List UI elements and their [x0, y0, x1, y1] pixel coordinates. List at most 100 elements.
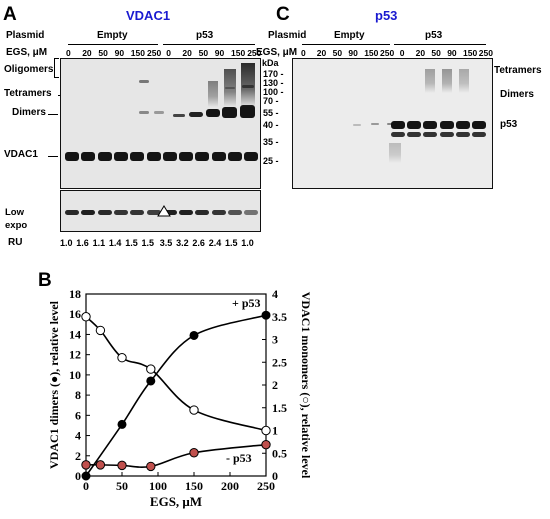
panel-a-plasmid-label: Plasmid [6, 30, 45, 41]
ru-value: 1.6 [76, 238, 89, 248]
low-expo-band [113, 210, 128, 215]
monomer-point [81, 312, 91, 322]
ru-value: 1.5 [141, 238, 155, 248]
lane-label: 20 [316, 48, 327, 58]
p53-lower-band [439, 132, 454, 137]
x-tick-label: 150 [185, 479, 203, 493]
lane-label: 90 [348, 48, 358, 58]
plus-p53-point [81, 471, 91, 481]
y-right-tick-label: 1 [272, 424, 278, 438]
kda-label: kDa [262, 58, 279, 68]
low-expo-band [195, 210, 210, 215]
y-left-tick-label: 10 [69, 368, 81, 382]
p53-band [391, 121, 405, 129]
ru-value: 1.1 [92, 238, 106, 248]
low-expo-band [179, 210, 194, 215]
vdac1-band [195, 152, 210, 161]
y-left-tick-label: 18 [69, 287, 81, 301]
vdac1-band [81, 152, 96, 161]
p53-lower-band [391, 132, 405, 137]
tetramer-smear [459, 69, 469, 93]
p53-band [423, 121, 438, 129]
panel-c-blot [292, 58, 493, 189]
low-expo-band [211, 210, 226, 215]
plus-p53-annotation: + p53 [232, 296, 261, 310]
dimer-band [206, 109, 220, 117]
ru-value: 2.6 [192, 238, 205, 248]
x-tick-label: 100 [149, 479, 167, 493]
lane-label: 90 [114, 48, 125, 58]
panel-c-egs-label: EGS, μM [256, 47, 298, 58]
p53-lower-band [407, 132, 422, 137]
p53-band [455, 121, 470, 129]
minus-p53-point [117, 460, 127, 471]
lane-label: 250 [147, 48, 162, 58]
label-dimers: Dimers [12, 107, 46, 118]
y-left-tick-label: 2 [75, 449, 81, 463]
lane-label: 50 [332, 48, 343, 58]
low-expo-band [130, 210, 145, 215]
label-vdac1: VDAC1 [4, 149, 38, 160]
oligomers-bracket [54, 58, 59, 78]
mw-marker-label: 25 - [263, 156, 279, 166]
y-right-axis-label: VDAC1 monomers (○), relative level [299, 292, 313, 479]
plus-p53-point [189, 330, 199, 340]
minus-p53-annotation: - p53 [226, 451, 252, 465]
low-expo-band [244, 210, 259, 215]
panel-a-empty-bar [68, 44, 158, 46]
label-c-dimers: Dimers [500, 89, 534, 100]
low-expo-band [162, 210, 177, 215]
ru-value: 1.0 [241, 238, 254, 248]
panel-c-group-empty: Empty [334, 30, 365, 41]
p53-band [439, 121, 454, 129]
p53-lower-band [472, 132, 486, 137]
lane-label: 0 [399, 48, 405, 58]
lane-label: 90 [214, 48, 225, 58]
x-tick-label: 250 [257, 479, 275, 493]
y-right-tick-label: 2 [272, 378, 278, 392]
y-left-tick-label: 12 [69, 348, 81, 362]
dimer-band [173, 114, 185, 117]
tetramer-smear [442, 69, 452, 93]
y-right-tick-label: 3 [272, 333, 278, 347]
lane-label: 50 [98, 48, 108, 58]
label-c-p53: p53 [500, 119, 518, 130]
tetramer-smear [425, 69, 435, 93]
ru-label: RU [8, 237, 23, 248]
mw-marker-label: 100 - [263, 87, 284, 97]
label-low-expo: Low expo [5, 207, 28, 231]
monomer-point [117, 353, 127, 363]
ru-value: 2.4 [208, 238, 222, 248]
lane-label: 0 [166, 48, 171, 58]
tetramer-band [225, 87, 235, 89]
degradation-smear [389, 143, 401, 163]
vdac1-tick [48, 156, 58, 158]
p53-lower-band [423, 132, 438, 137]
dimer-band [189, 112, 203, 117]
panel-a-p53-bar [163, 44, 255, 46]
monomer-point [189, 405, 199, 415]
p53-band [472, 121, 486, 129]
lane-label: 150 [130, 48, 145, 58]
minus-p53-point [261, 439, 271, 450]
low-expo-band [146, 210, 161, 215]
monomer-curve [85, 316, 267, 432]
y-left-tick-label: 0 [75, 469, 81, 483]
label-c-tetramers: Tetramers [494, 65, 542, 76]
x-tick-label: 50 [116, 479, 128, 493]
mw-marker-label: 170 - [263, 69, 284, 79]
minus-p53-point [146, 461, 156, 472]
low-expo-band [65, 210, 79, 215]
mw-marker-label: 70 - [263, 96, 279, 106]
panel-c-letter: C [276, 4, 290, 25]
y-left-axis-label: VDAC1 dimers (●), relative level [47, 300, 61, 469]
vdac1-band [244, 152, 259, 161]
ru-value: 1.5 [225, 238, 238, 248]
y-right-tick-label: 4 [272, 287, 278, 301]
panel-a-group-empty: Empty [97, 30, 128, 41]
y-right-tick-label: 0.5 [272, 446, 287, 460]
y-right-tick-label: 1.5 [272, 401, 287, 415]
x-axis-label: EGS, μM [150, 494, 202, 509]
plus-p53-point [117, 419, 127, 429]
panel-a-egs-label: EGS, μM [6, 47, 48, 58]
